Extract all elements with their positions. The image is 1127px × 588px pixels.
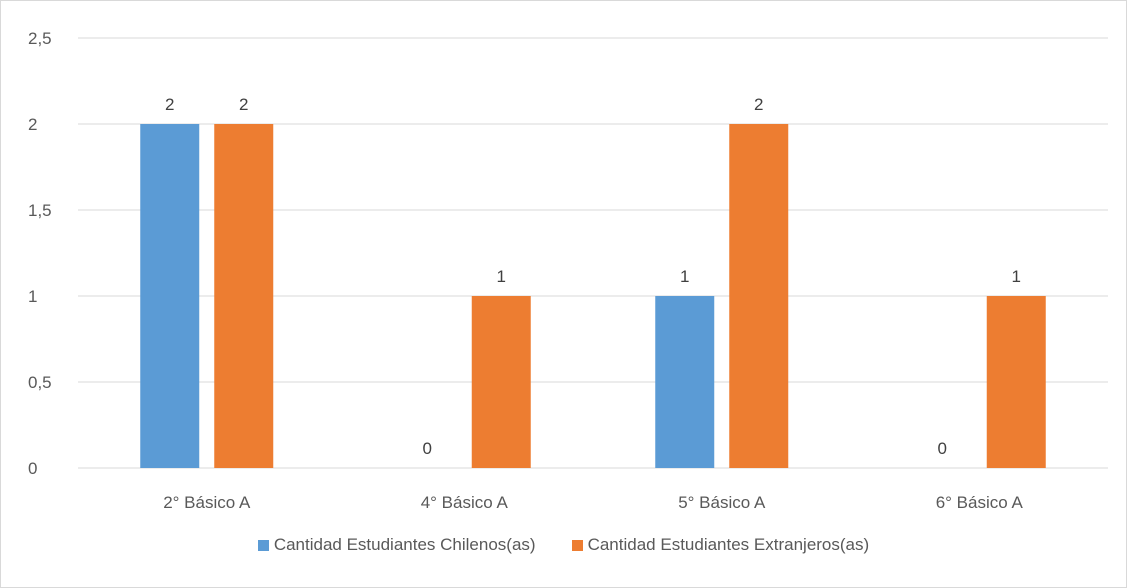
y-tick-label: 2 — [28, 115, 37, 134]
x-tick-label: 2° Básico A — [163, 493, 251, 512]
legend-item-series-1: Cantidad Estudiantes Chilenos(as) — [257, 535, 536, 555]
y-tick-label: 1 — [28, 287, 37, 306]
data-label: 1 — [1012, 267, 1021, 286]
legend-swatch-series-2 — [571, 539, 583, 551]
legend-item-series-2: Cantidad Estudiantes Extranjeros(as) — [571, 535, 870, 555]
y-tick-label: 1,5 — [28, 201, 52, 220]
bar — [655, 296, 715, 468]
legend-swatch-series-1 — [257, 539, 269, 551]
y-tick-label: 2,5 — [28, 29, 52, 48]
data-label: 1 — [497, 267, 506, 286]
y-tick-label: 0,5 — [28, 373, 52, 392]
legend: Cantidad Estudiantes Chilenos(as) Cantid… — [0, 535, 1127, 555]
bar — [986, 296, 1046, 468]
x-tick-label: 5° Básico A — [678, 493, 766, 512]
bar — [140, 124, 200, 468]
legend-label-series-2: Cantidad Estudiantes Extranjeros(as) — [587, 535, 870, 554]
data-label: 2 — [165, 95, 174, 114]
legend-label-series-1: Cantidad Estudiantes Chilenos(as) — [273, 535, 536, 554]
data-label: 2 — [239, 95, 248, 114]
data-label: 1 — [680, 267, 689, 286]
bar — [729, 124, 789, 468]
data-label: 0 — [423, 439, 432, 458]
bar — [471, 296, 531, 468]
x-tick-label: 6° Básico A — [936, 493, 1024, 512]
data-label: 2 — [754, 95, 763, 114]
bar — [214, 124, 274, 468]
data-label: 0 — [938, 439, 947, 458]
x-tick-label: 4° Básico A — [421, 493, 509, 512]
y-tick-label: 0 — [28, 459, 37, 478]
